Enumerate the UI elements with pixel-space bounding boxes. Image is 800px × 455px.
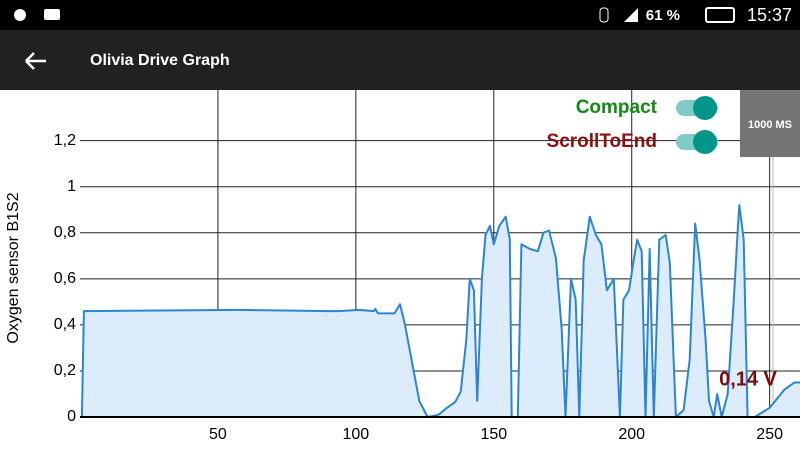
battery-icon bbox=[705, 7, 735, 23]
app-bar bbox=[0, 30, 800, 90]
toggle-label: ScrollToEnd bbox=[547, 131, 657, 152]
clock: 15:37 bbox=[747, 5, 792, 25]
x-tick-label: 250 bbox=[756, 426, 783, 443]
bluetooth-icon bbox=[599, 7, 609, 23]
plot: 0 0,2 0,4 0,6 0,8 1 1,2 50 100 150 200 250 bbox=[54, 90, 800, 443]
x-tick-label: 50 bbox=[209, 426, 227, 443]
toggle-label: Compact bbox=[576, 97, 658, 118]
y-axis-label: Oxygen sensor B1S2 bbox=[5, 192, 22, 343]
interval-button-label: 1000 MS bbox=[748, 119, 792, 131]
toggle-knob[interactable] bbox=[693, 96, 717, 120]
y-tick-label: 1 bbox=[67, 178, 76, 195]
signal-icon bbox=[624, 8, 638, 22]
y-tick-label: 0,6 bbox=[54, 270, 76, 287]
status-bar bbox=[0, 0, 800, 30]
weather-icon bbox=[14, 9, 26, 21]
x-tick-label: 100 bbox=[343, 426, 370, 443]
y-tick-label: 0,4 bbox=[54, 316, 76, 333]
annotation: 0,14 V bbox=[719, 368, 777, 390]
x-tick-label: 150 bbox=[480, 426, 507, 443]
area-fill bbox=[81, 205, 800, 417]
toggle-knob[interactable] bbox=[693, 130, 717, 154]
app-title: Olivia Drive Graph bbox=[90, 52, 230, 69]
y-tick-label: 1,2 bbox=[54, 132, 76, 149]
back-button[interactable] bbox=[25, 52, 46, 70]
y-tick-label: 0,8 bbox=[54, 224, 76, 241]
interval-button[interactable] bbox=[740, 90, 800, 157]
battery-text: 61 % bbox=[646, 7, 680, 24]
video-icon bbox=[44, 9, 60, 20]
y-tick-label: 0 bbox=[67, 408, 76, 425]
x-tick-label: 200 bbox=[618, 426, 645, 443]
y-tick-label: 0,2 bbox=[54, 362, 76, 379]
